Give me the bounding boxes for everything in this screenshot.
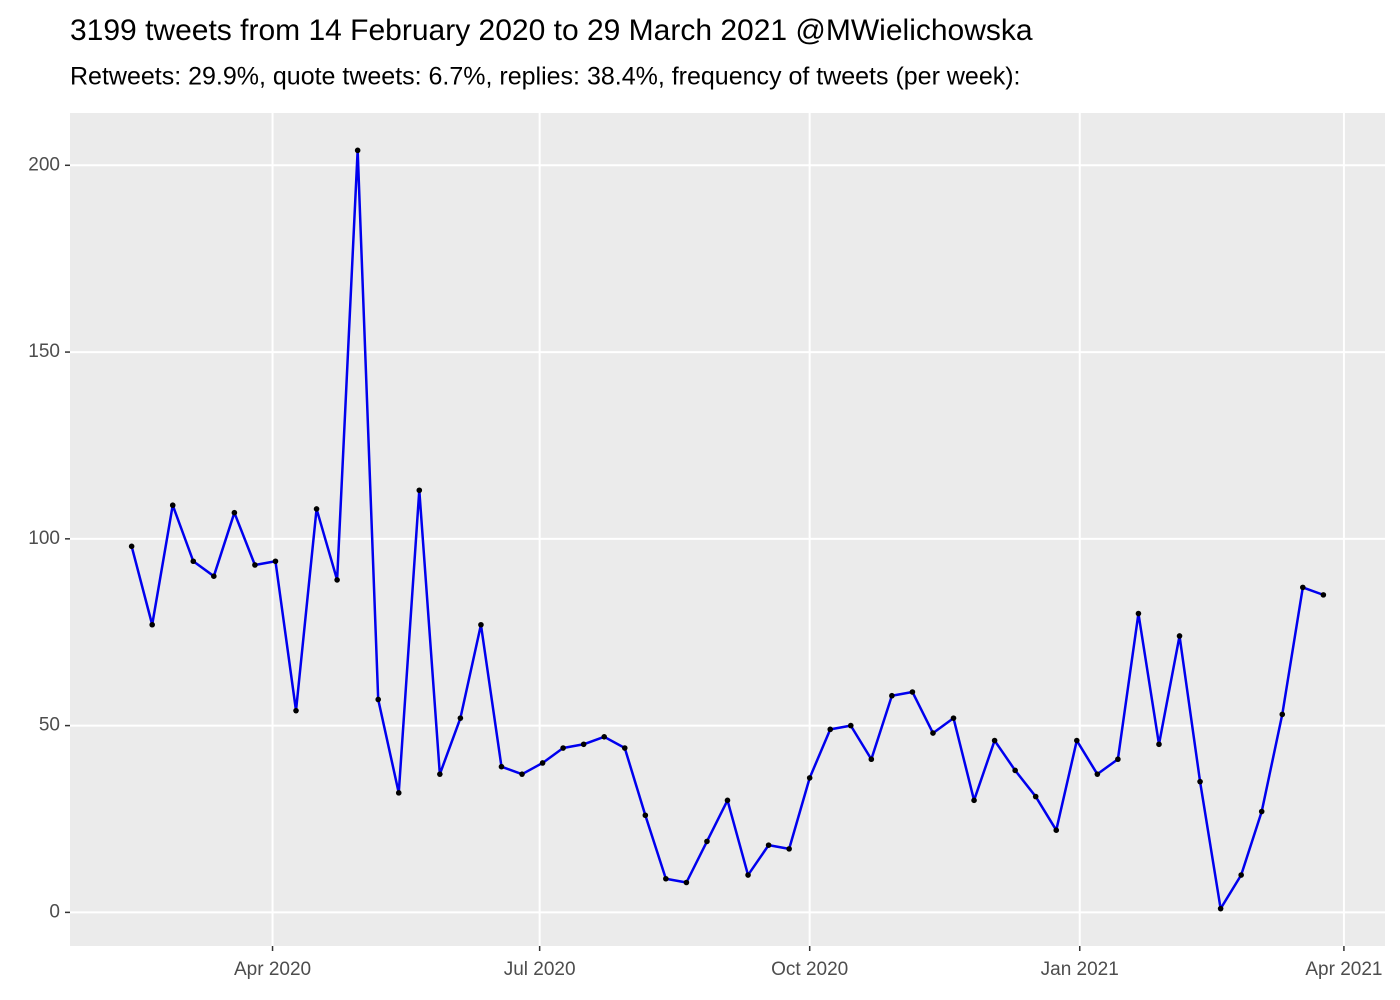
data-point [1176, 633, 1183, 639]
data-point [950, 715, 957, 721]
data-point [211, 573, 217, 579]
data-point [190, 558, 197, 565]
data-point [827, 726, 834, 733]
data-point [293, 707, 299, 714]
data-point [806, 775, 813, 781]
data-point [889, 692, 895, 699]
data-point [252, 562, 258, 568]
data-point [1053, 827, 1060, 834]
data-point [930, 730, 936, 736]
data-point [128, 543, 135, 550]
data-point [1073, 737, 1080, 744]
data-point [621, 745, 628, 751]
x-tick-label: Oct 2020 [771, 959, 848, 980]
data-point [1279, 711, 1286, 718]
data-point [519, 771, 525, 777]
data-point [663, 875, 669, 882]
data-point [478, 621, 484, 628]
data-point [868, 756, 875, 763]
data-point [375, 696, 382, 703]
data-point [1197, 778, 1203, 785]
data-point [1115, 756, 1121, 763]
y-tick-label: 50 [39, 715, 60, 736]
data-point [1156, 741, 1162, 748]
x-tick-label: Apr 2020 [234, 959, 311, 980]
data-point [765, 842, 772, 848]
chart-subtitle: Retweets: 29.9%, quote tweets: 6.7%, rep… [70, 63, 1021, 91]
data-point [786, 846, 792, 852]
data-point [416, 487, 423, 494]
data-point [539, 760, 546, 766]
data-point [457, 715, 464, 721]
x-tick-label: Jul 2020 [504, 959, 576, 980]
data-point [580, 741, 587, 748]
data-point [560, 745, 566, 751]
data-point [847, 722, 854, 729]
data-point [498, 763, 505, 770]
data-point [724, 797, 731, 804]
plot-background [70, 113, 1385, 946]
data-point [909, 689, 916, 695]
data-point [354, 147, 361, 154]
data-point [601, 734, 608, 740]
data-point [704, 838, 710, 845]
data-point [272, 558, 279, 565]
y-tick-label: 200 [28, 154, 60, 175]
data-point [437, 771, 443, 777]
data-point [1238, 872, 1244, 878]
y-tick-label: 100 [28, 528, 60, 549]
data-point [1300, 584, 1306, 591]
x-tick-label: Jan 2021 [1041, 959, 1119, 980]
data-point [683, 879, 690, 886]
data-point [1258, 808, 1265, 815]
data-point [313, 506, 320, 512]
data-point [149, 621, 155, 628]
data-point [1135, 610, 1142, 617]
data-point [1320, 592, 1327, 598]
data-point [642, 812, 649, 819]
chart-title: 3199 tweets from 14 February 2020 to 29 … [70, 14, 1033, 47]
data-point [395, 790, 402, 796]
data-point [1094, 771, 1101, 777]
x-tick-label: Apr 2021 [1305, 959, 1382, 980]
data-point [334, 577, 340, 583]
data-point [1012, 767, 1018, 774]
y-tick-label: 0 [49, 901, 60, 922]
data-point [169, 502, 176, 509]
y-tick-label: 150 [28, 341, 60, 362]
data-point [991, 737, 998, 744]
data-point [1032, 793, 1039, 800]
data-point [231, 509, 238, 516]
data-point [745, 872, 751, 878]
data-point [1217, 905, 1224, 912]
data-point [971, 797, 977, 804]
